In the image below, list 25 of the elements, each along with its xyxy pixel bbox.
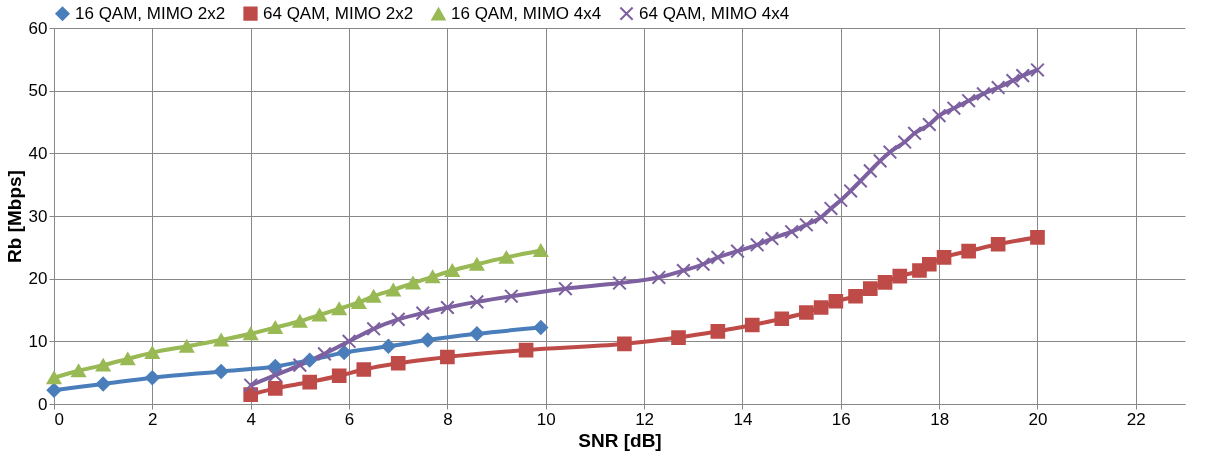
x-tick-label: 14 <box>733 409 753 429</box>
x-tick-label: 10 <box>536 409 556 429</box>
x-tick-label: 20 <box>1028 409 1048 429</box>
y-axis-title: Rb [Mbps] <box>3 170 25 263</box>
y-tick-label: 0 <box>38 394 48 414</box>
y-tick-label: 30 <box>28 206 48 226</box>
legend-label: 64 QAM, MIMO 4x4 <box>639 3 790 23</box>
x-tick-label: 12 <box>635 409 655 429</box>
x-axis-title: SNR [dB] <box>578 429 662 451</box>
x-tick-label: 8 <box>443 409 453 429</box>
x-tick-label: 2 <box>148 409 158 429</box>
x-tick-label: 4 <box>246 409 256 429</box>
x-tick-label: 18 <box>930 409 950 429</box>
y-tick-label: 60 <box>28 18 48 38</box>
x-tick-label: 6 <box>344 409 355 429</box>
legend-label: 16 QAM, MIMO 2x2 <box>75 3 226 23</box>
legend-label: 64 QAM, MIMO 2x2 <box>263 3 414 23</box>
y-tick-label: 20 <box>28 269 48 289</box>
x-tick-label: 22 <box>1126 409 1146 429</box>
x-tick-label: 16 <box>831 409 851 429</box>
x-tick-label: 0 <box>54 409 64 429</box>
y-tick-label: 50 <box>28 81 48 101</box>
y-tick-label: 40 <box>28 143 48 163</box>
y-tick-label: 10 <box>28 331 48 351</box>
legend-label: 16 QAM, MIMO 4x4 <box>451 4 602 24</box>
